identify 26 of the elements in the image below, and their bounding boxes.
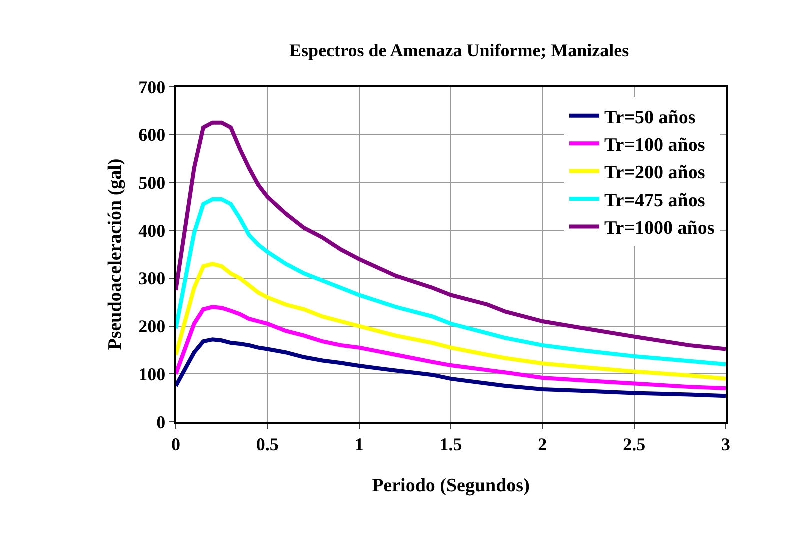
legend-label: Tr=1000 años	[604, 218, 715, 240]
x-tick-label: 1	[354, 434, 364, 454]
y-tick-label: 700	[138, 77, 166, 98]
x-tick-label: 0	[172, 434, 180, 454]
legend-label: Tr=475 años	[604, 190, 706, 212]
legend-label: Tr=200 años	[604, 162, 706, 184]
x-tick-label: 0.5	[256, 434, 279, 454]
x-tick-label: 3	[722, 434, 730, 454]
y-tick-label: 300	[138, 268, 166, 289]
line-series	[176, 262, 726, 381]
chart-title: Espectros de Amenaza Uniforme; Manizales	[290, 40, 630, 61]
x-tick-label: 2	[538, 434, 548, 454]
x-axis-title: Periodo (Segundos)	[372, 476, 530, 497]
line-series	[176, 338, 726, 398]
y-axis-title: Pseudoaceleración (gal)	[105, 158, 126, 350]
legend-label: Tr=50 años	[604, 107, 696, 128]
x-tick-label: 2.5	[623, 434, 646, 454]
y-tick-label: 100	[138, 364, 166, 384]
line-series	[176, 305, 726, 390]
y-tick-label: 0	[156, 412, 166, 432]
y-tick-label: 200	[138, 316, 166, 337]
y-tick-label: 600	[138, 125, 166, 146]
legend-label: Tr=100 años	[604, 135, 706, 156]
y-tick-label: 500	[138, 173, 166, 194]
y-tick-label: 400	[138, 220, 166, 241]
x-tick-label: 1.5	[440, 434, 462, 454]
